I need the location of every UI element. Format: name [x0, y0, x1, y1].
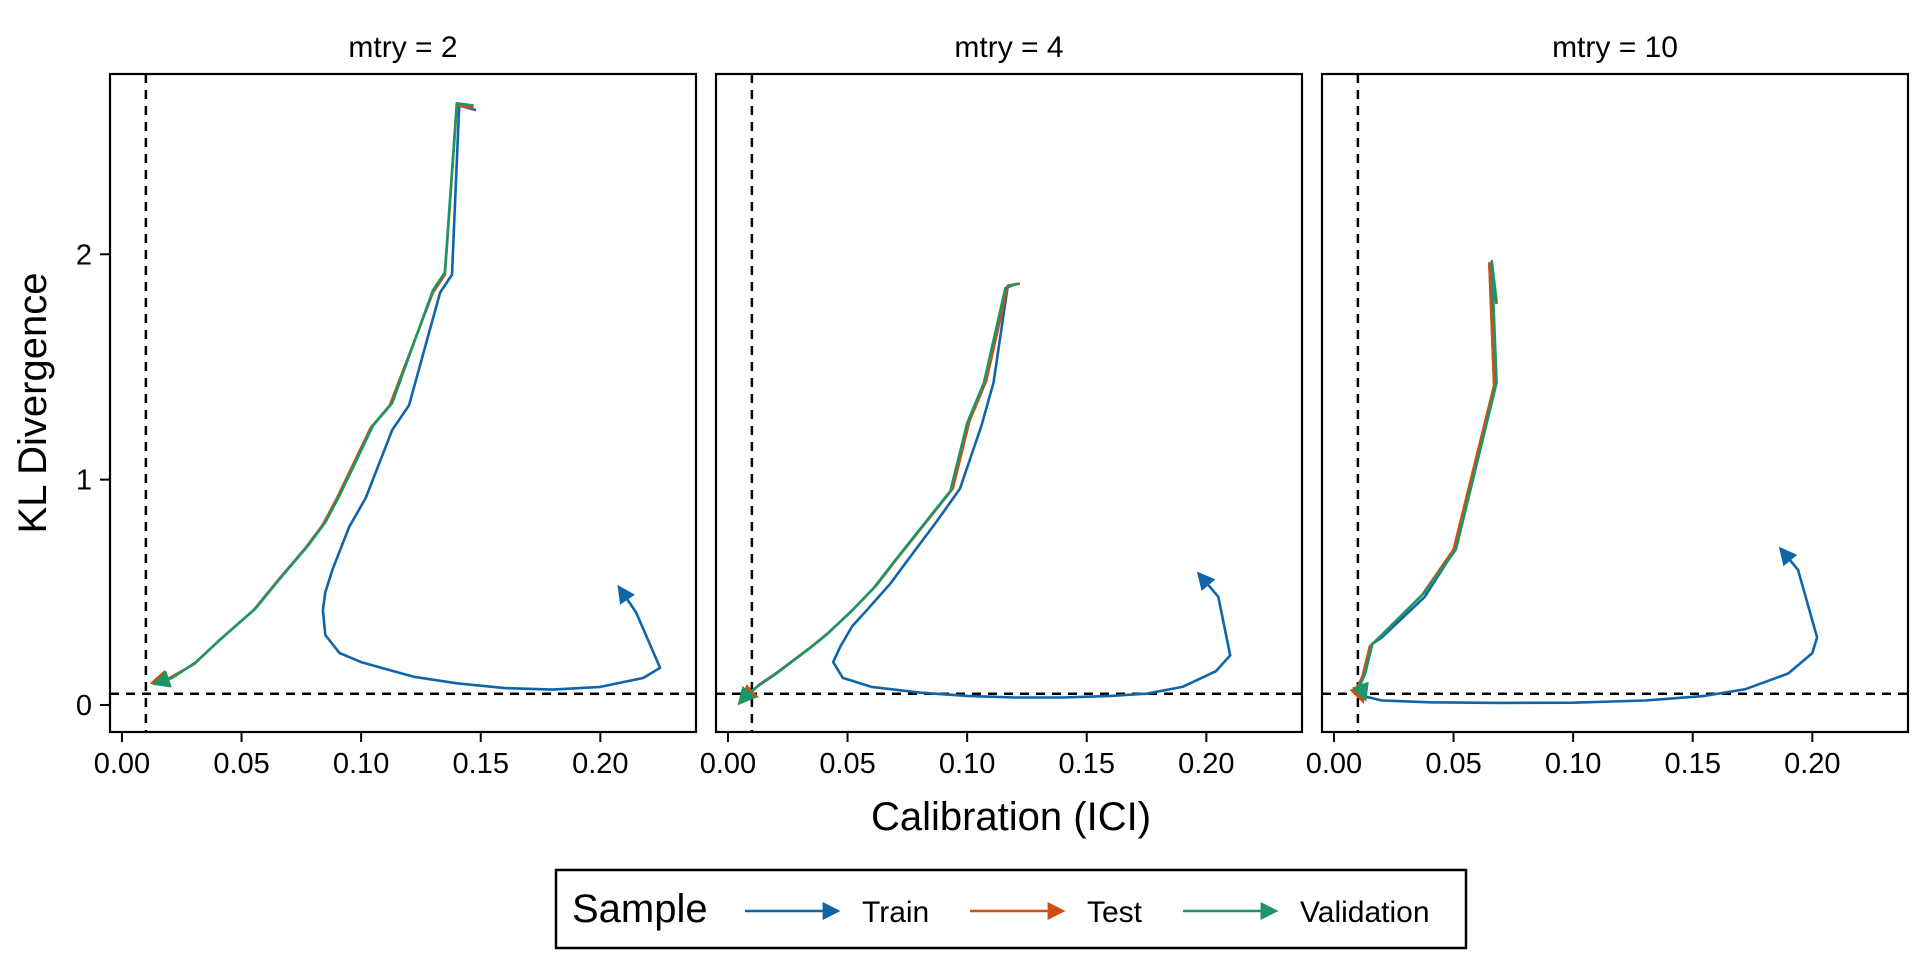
y-tick-label: 1 [76, 465, 92, 497]
x-tick-label: 0.15 [1665, 748, 1721, 780]
panel-frame [1320, 72, 1910, 734]
panel-3: mtry = 10 0.00 0.05 0.10 0.15 0.20 [1306, 31, 1910, 780]
legend-frame [554, 868, 1468, 950]
series-line-test [1349, 262, 1498, 704]
x-tick-label: 0.20 [1178, 748, 1234, 780]
x-tick-label: 0.05 [213, 748, 269, 780]
x-tick-label: 0.10 [939, 748, 995, 780]
legend-title: Sample [572, 887, 708, 931]
legend: Sample Train Test Validation [554, 868, 1468, 950]
x-tick-label: 0.15 [1059, 748, 1115, 780]
x-tick-label: 0.00 [94, 748, 150, 780]
panel-title: mtry = 2 [348, 31, 457, 64]
y-axis-label: KL Divergence [11, 273, 55, 534]
x-tick-label: 0.05 [1425, 748, 1481, 780]
x-axis-label: Calibration (ICI) [871, 795, 1151, 839]
y-tick-label: 2 [76, 239, 92, 271]
legend-label-validation: Validation [1300, 896, 1430, 929]
panel-frame [714, 72, 1304, 734]
x-tick-label: 0.15 [453, 748, 509, 780]
panel-title: mtry = 4 [954, 31, 1063, 64]
series-line-train [1359, 262, 1819, 705]
x-tick-label: 0.20 [1784, 748, 1840, 780]
series-line-test [739, 282, 1021, 703]
series-line-validation [1351, 259, 1498, 702]
y-tick-label: 0 [76, 690, 92, 722]
panels: mtry = 2 0.00 0.05 0.10 0.15 0.20 0 1 2 mtry = 4 0… [76, 31, 1910, 780]
x-tick-label: 0.20 [572, 748, 628, 780]
panel-frame [108, 72, 698, 734]
legend-label-train: Train [862, 896, 929, 929]
series-line-validation [737, 282, 1018, 706]
series-line-validation [151, 102, 474, 688]
x-tick-label: 0.00 [1306, 748, 1362, 780]
x-tick-label: 0.00 [700, 748, 756, 780]
series-line-train [321, 104, 662, 691]
panel-1: mtry = 2 0.00 0.05 0.10 0.15 0.20 0 1 2 [76, 31, 698, 780]
legend-label-test: Test [1087, 896, 1143, 929]
panel-title: mtry = 10 [1552, 31, 1678, 64]
x-tick-label: 0.10 [333, 748, 389, 780]
x-tick-label: 0.05 [819, 748, 875, 780]
series-line-test [149, 104, 474, 688]
series-line-train [831, 282, 1232, 699]
x-tick-label: 0.10 [1545, 748, 1601, 780]
panel-2: mtry = 4 0.00 0.05 0.10 0.15 0.20 [700, 31, 1304, 780]
